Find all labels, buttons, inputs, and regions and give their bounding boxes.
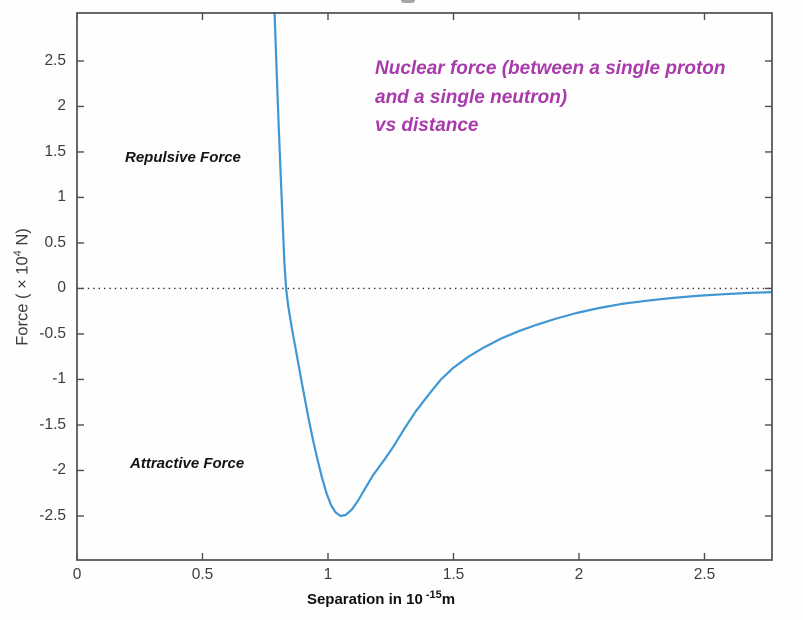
x-tick-label: 1 <box>323 566 333 583</box>
y-tick-label: -2 <box>52 461 66 479</box>
attractive-force-label: Attractive Force <box>130 455 245 472</box>
y-tick-label: 2.5 <box>44 51 66 69</box>
annotation-line-1: Nuclear force (between a single proton <box>375 58 726 79</box>
x-tick-label: 2 <box>574 566 584 583</box>
y-tick-label: 1 <box>57 188 66 206</box>
y-tick-label: -1.5 <box>39 415 66 433</box>
cropped-title-fragment <box>401 0 415 3</box>
annotation-line-3: vs distance <box>375 115 479 136</box>
x-tick-label: 0 <box>72 566 82 583</box>
force-curve <box>273 12 772 518</box>
y-tick-label: 0 <box>57 279 66 297</box>
x-tick-label: 0.5 <box>191 566 214 583</box>
x-axis-unit: m <box>441 591 456 608</box>
chart-title-annotation: Nuclear force (between a single proton a… <box>375 55 726 141</box>
annotation-line-2: and a single neutron) <box>375 86 568 108</box>
x-axis-label: Separation in 10 -15m <box>307 589 455 608</box>
x-axis-label-text: Separation in 10 <box>306 591 423 608</box>
x-axis-exponent: -15 <box>425 589 442 601</box>
y-tick-label: 2 <box>57 97 66 115</box>
plot-frame <box>76 12 773 561</box>
y-tick-label: -2.5 <box>39 506 66 524</box>
y-tick-label: 0.5 <box>44 233 66 251</box>
repulsive-force-label: Repulsive Force <box>125 149 241 166</box>
y-tick-label: 1.5 <box>44 142 66 160</box>
x-tick-label: 1.5 <box>442 566 465 583</box>
y-tick-label: -0.5 <box>39 324 66 342</box>
y-tick-label: -1 <box>52 370 66 388</box>
x-tick-label: 2.5 <box>693 566 716 583</box>
